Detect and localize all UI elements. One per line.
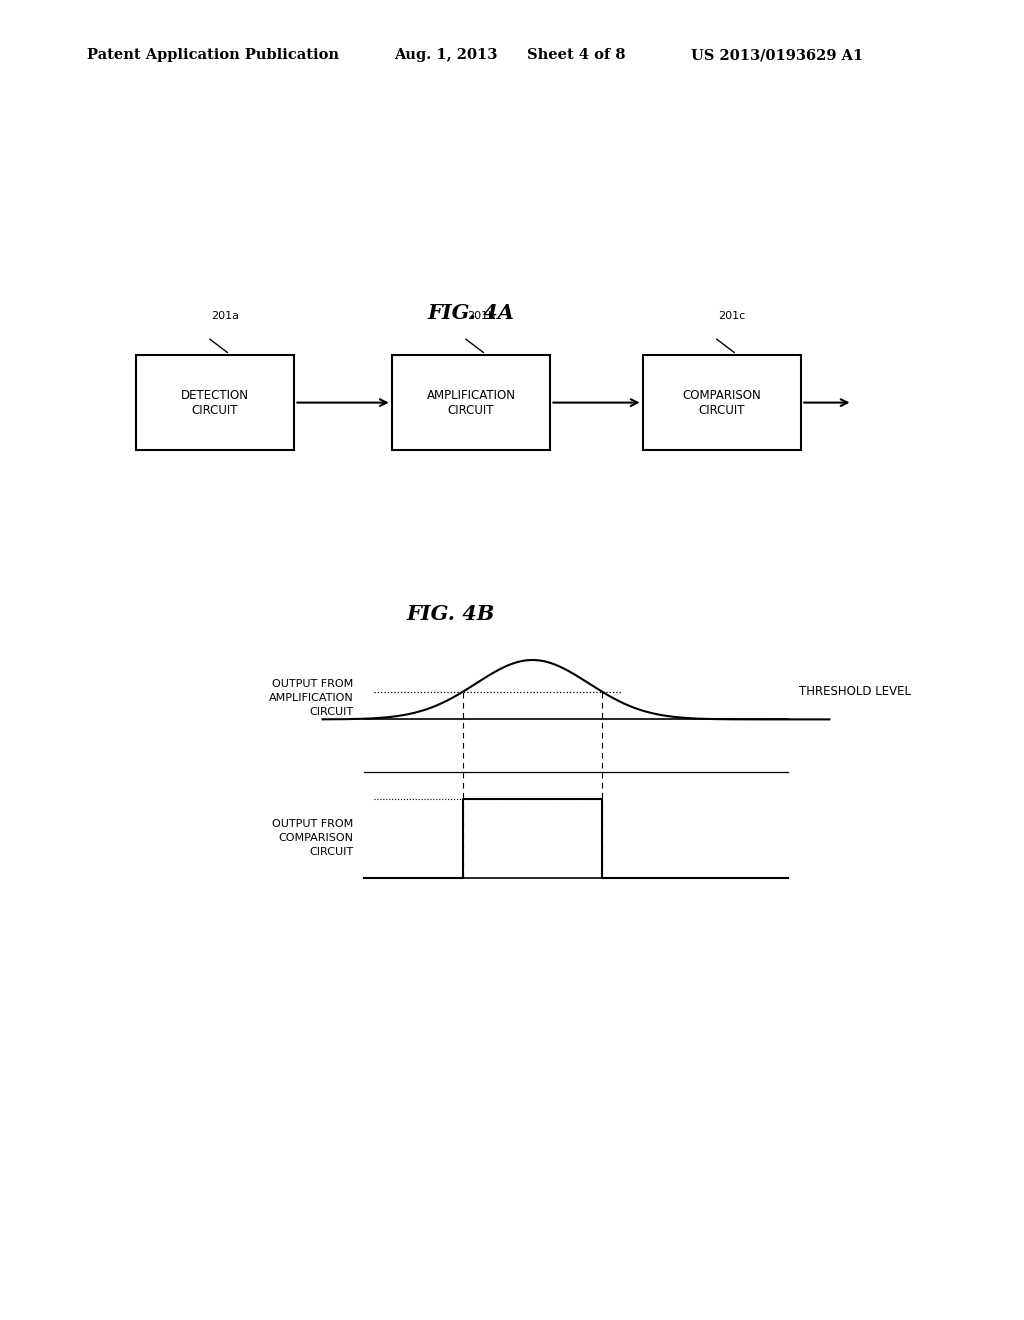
Text: 201c: 201c (719, 310, 745, 321)
Text: AMPLIFICATION
CIRCUIT: AMPLIFICATION CIRCUIT (427, 388, 515, 417)
Bar (643, 355, 801, 450)
Text: 201a: 201a (211, 310, 240, 321)
Text: FIG. 4B: FIG. 4B (407, 603, 495, 624)
Text: Sheet 4 of 8: Sheet 4 of 8 (527, 49, 626, 62)
Text: DETECTION
CIRCUIT: DETECTION CIRCUIT (181, 388, 249, 417)
Text: Patent Application Publication: Patent Application Publication (87, 49, 339, 62)
Text: OUTPUT FROM
AMPLIFICATION
CIRCUIT: OUTPUT FROM AMPLIFICATION CIRCUIT (268, 680, 353, 717)
Bar (391, 355, 551, 450)
Bar (135, 355, 295, 450)
Text: Aug. 1, 2013: Aug. 1, 2013 (394, 49, 498, 62)
Text: 201b: 201b (467, 310, 496, 321)
Text: US 2013/0193629 A1: US 2013/0193629 A1 (691, 49, 863, 62)
Text: FIG. 4A: FIG. 4A (428, 302, 514, 323)
Text: COMPARISON
CIRCUIT: COMPARISON CIRCUIT (683, 388, 761, 417)
Text: OUTPUT FROM
COMPARISON
CIRCUIT: OUTPUT FROM COMPARISON CIRCUIT (272, 820, 353, 857)
Text: THRESHOLD LEVEL: THRESHOLD LEVEL (799, 685, 910, 698)
